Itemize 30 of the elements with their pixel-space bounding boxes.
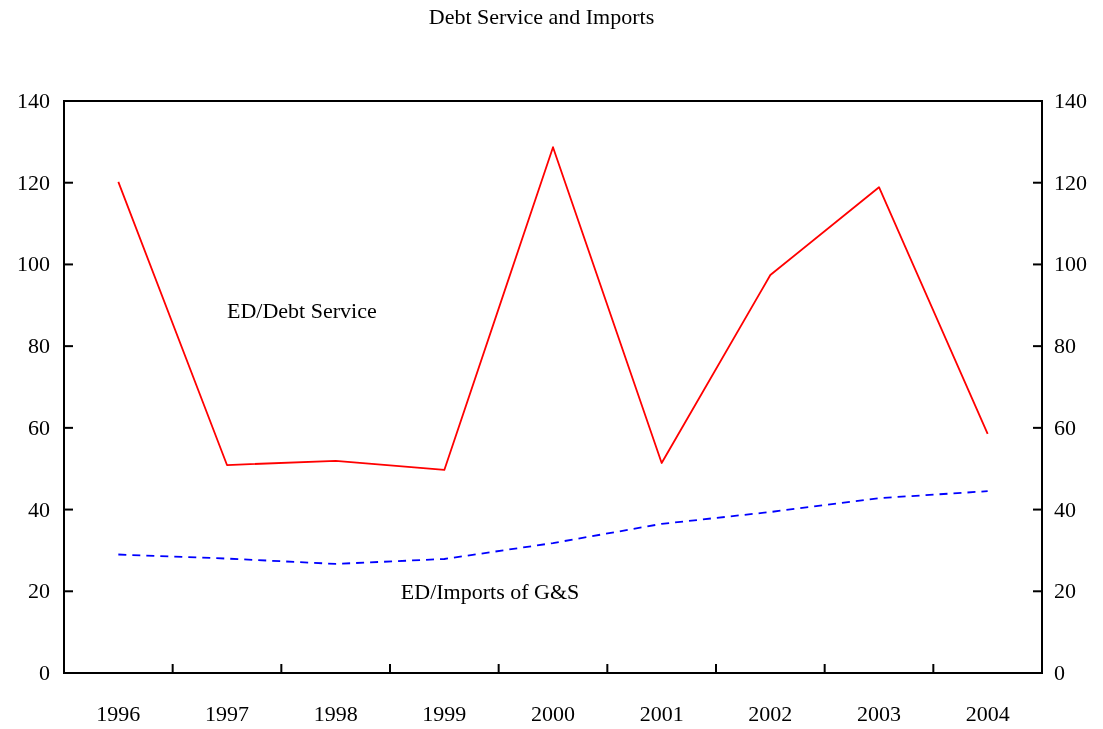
x-tick-label: 1998 bbox=[313, 701, 358, 726]
y-tick-label: 100 bbox=[17, 251, 50, 277]
x-tick-label: 2003 bbox=[857, 701, 901, 726]
y2-tick-label: 60 bbox=[1054, 414, 1076, 440]
y2-tick-label: 20 bbox=[1054, 578, 1076, 604]
y-tick-label: 0 bbox=[39, 660, 50, 685]
y-tick-label: 60 bbox=[28, 414, 50, 440]
chart-title: Debt Service and Imports bbox=[428, 4, 655, 29]
x-tick-label: 1996 bbox=[96, 701, 141, 726]
line-series bbox=[117, 146, 989, 471]
y-tick-label: 120 bbox=[17, 169, 50, 195]
x-tick-label: 2001 bbox=[639, 701, 684, 726]
text: ED/Debt Service bbox=[227, 297, 377, 323]
x-tick-label: 1999 bbox=[422, 701, 467, 726]
y-tick-label: 20 bbox=[28, 578, 50, 604]
y-tick-label: 40 bbox=[28, 496, 50, 522]
y2-tick-label: 40 bbox=[1054, 496, 1076, 522]
y2-tick-label: 0 bbox=[1054, 660, 1065, 685]
x-tick-label: 2004 bbox=[965, 701, 1010, 726]
y-tick-label: 80 bbox=[28, 333, 50, 359]
y2-tick-label: 80 bbox=[1054, 333, 1076, 359]
y-tick-label: 140 bbox=[17, 88, 50, 113]
y2-tick-label: 120 bbox=[1054, 169, 1087, 195]
y2-tick-label: 100 bbox=[1054, 251, 1087, 277]
x-tick-label: 2000 bbox=[531, 701, 575, 726]
series-label: ED/Imports of G&S bbox=[400, 579, 580, 605]
x-tick-label: 1997 bbox=[205, 701, 249, 726]
x-tick-label: 2002 bbox=[748, 701, 793, 726]
line-series bbox=[117, 490, 989, 565]
y2-tick-label: 140 bbox=[1054, 88, 1087, 113]
